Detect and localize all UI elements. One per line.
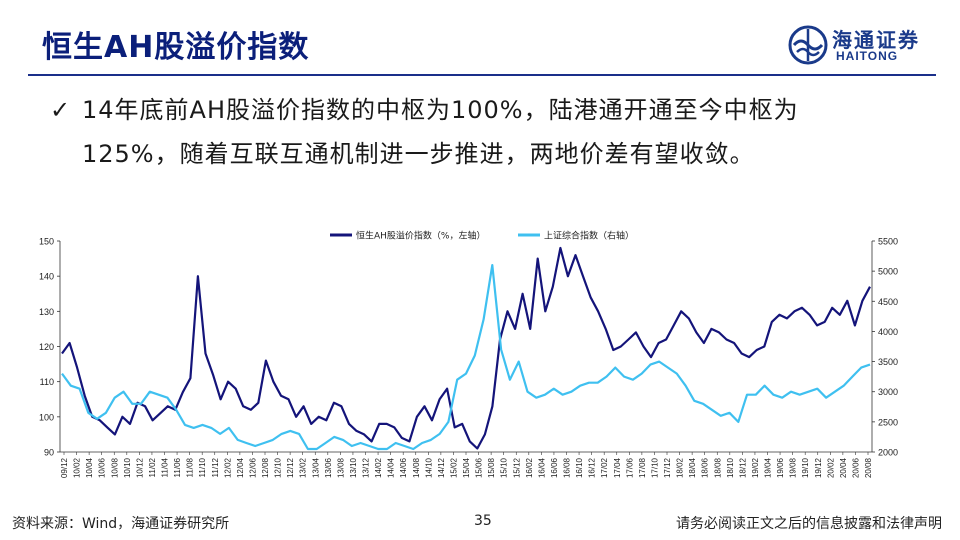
x-tick-label: 13/10 xyxy=(349,457,358,478)
checkmark-icon: ✓ xyxy=(50,96,71,124)
x-tick-label: 12/04 xyxy=(236,457,245,478)
x-tick-label: 18/08 xyxy=(713,457,722,478)
footer-source: 资料来源：Wind，海通证券研究所 xyxy=(12,516,230,532)
x-tick-label: 16/04 xyxy=(537,457,546,478)
page-title: 恒生AH股溢价指数 xyxy=(42,30,310,65)
x-tick-label: 16/06 xyxy=(550,457,559,478)
x-tick-label: 12/12 xyxy=(286,457,295,478)
x-tick-label: 13/02 xyxy=(299,457,308,478)
x-tick-label: 14/10 xyxy=(424,457,433,478)
x-tick-label: 18/10 xyxy=(726,457,735,478)
y-left-tick-label: 100 xyxy=(39,412,54,422)
y-left-tick-label: 130 xyxy=(39,307,54,317)
x-tick-label: 11/12 xyxy=(211,457,220,477)
x-tick-label: 18/02 xyxy=(676,457,685,478)
x-tick-label: 12/02 xyxy=(223,457,232,478)
x-tick-label: 16/08 xyxy=(563,457,572,478)
x-tick-label: 13/12 xyxy=(362,457,371,478)
y-right-tick-label: 2500 xyxy=(878,417,898,427)
x-tick-label: 20/04 xyxy=(839,457,848,478)
legend-label-ah: 恒生AH股溢价指数（%，左轴） xyxy=(356,230,485,242)
chart-svg: 90 100 110 120 130 140 150 2000 2500 3000 3500 4000… xyxy=(39,230,898,479)
x-tick-label: 17/12 xyxy=(663,457,672,478)
header-divider xyxy=(28,74,936,76)
x-tick-label: 17/10 xyxy=(650,457,659,478)
x-tick-label: 19/06 xyxy=(776,457,785,478)
x-tick-label: 12/06 xyxy=(248,457,257,478)
logo-text-cn: 海通证券 xyxy=(832,28,920,52)
x-tick-label: 11/08 xyxy=(186,457,195,477)
y-right-tick-label: 3500 xyxy=(878,357,898,367)
y-left-tick-label: 110 xyxy=(40,377,54,387)
legend-label-sh: 上证综合指数（右轴） xyxy=(544,230,634,242)
y-right-tick-label: 3000 xyxy=(878,387,898,397)
x-tick-label: 09/12 xyxy=(60,457,69,478)
y-right-tick-label: 2000 xyxy=(878,448,898,458)
x-tick-label: 10/12 xyxy=(135,457,144,478)
x-tick-label: 10/02 xyxy=(73,457,82,478)
ah-premium-line xyxy=(61,246,871,450)
x-tick-label: 11/02 xyxy=(148,457,157,477)
x-tick-label: 19/04 xyxy=(764,457,773,478)
x-tick-label: 13/08 xyxy=(336,457,345,478)
x-tick-label: 15/04 xyxy=(462,457,471,478)
x-tick-label: 20/02 xyxy=(826,457,835,478)
x-tick-label: 19/10 xyxy=(801,457,810,478)
x-tick-label: 16/02 xyxy=(525,457,534,478)
x-tick-label: 14/12 xyxy=(437,457,446,478)
x-tick-label: 15/10 xyxy=(500,457,509,478)
x-tick-label: 17/06 xyxy=(625,457,634,478)
footer-disclaimer: 请务必阅读正文之后的信息披露和法律声明 xyxy=(676,516,942,532)
y-left-tick-label: 90 xyxy=(44,448,54,458)
y-left-tick-label: 120 xyxy=(39,342,54,352)
x-tick-label: 14/04 xyxy=(387,457,396,478)
x-tick-label: 14/06 xyxy=(399,457,408,478)
bullet-line-1: 14年底前AH股溢价指数的中枢为100%，陆港通开通至今中枢为 xyxy=(82,96,799,124)
x-tick-label: 15/06 xyxy=(475,457,484,478)
y-right-tick-label: 4500 xyxy=(878,297,898,307)
x-tick-label: 11/04 xyxy=(161,457,170,477)
x-tick-label: 19/08 xyxy=(789,457,798,478)
x-tick-label: 18/04 xyxy=(688,457,697,478)
x-tick-label: 18/06 xyxy=(701,457,710,478)
shanghai-composite-line xyxy=(61,264,871,451)
haitong-emblem-icon xyxy=(788,25,828,65)
page-number: 35 xyxy=(474,513,492,529)
x-tick-label: 14/02 xyxy=(374,457,383,478)
x-tick-label: 10/04 xyxy=(85,457,94,478)
x-tick-label: 10/06 xyxy=(98,457,107,478)
x-tick-label: 19/02 xyxy=(751,457,760,478)
x-tick-label: 14/08 xyxy=(412,457,421,478)
x-tick-label: 17/04 xyxy=(613,457,622,478)
y-right-tick-label: 5500 xyxy=(878,237,898,247)
y-left-tick-label: 150 xyxy=(39,237,54,247)
x-tick-label: 11/06 xyxy=(173,457,182,477)
x-tick-label: 18/12 xyxy=(738,457,747,478)
haitong-logo: 海通证券 HAITONG xyxy=(788,22,938,68)
x-tick-label: 16/10 xyxy=(575,457,584,478)
y-left-tick-label: 140 xyxy=(39,272,54,282)
x-tick-label: 12/08 xyxy=(261,457,270,478)
x-tick-label: 11/10 xyxy=(198,457,207,477)
x-tick-label: 20/06 xyxy=(851,457,860,478)
bullet-line-2: 125%，随着互联互通机制进一步推进，两地价差有望收敛。 xyxy=(82,140,755,168)
y-right-tick-label: 5000 xyxy=(878,267,898,277)
x-tick-label: 15/08 xyxy=(487,457,496,478)
x-tick-label: 20/08 xyxy=(864,457,873,478)
x-tick-label: 10/08 xyxy=(110,457,119,478)
ah-premium-chart: 90 100 110 120 130 140 150 2000 2500 3000 3500 4000… xyxy=(30,224,920,494)
x-tick-label: 17/08 xyxy=(638,457,647,478)
x-tick-label: 19/12 xyxy=(814,457,823,478)
y-right-tick-label: 4000 xyxy=(878,327,898,337)
logo-text-en: HAITONG xyxy=(836,49,899,63)
x-tick-label: 17/02 xyxy=(600,457,609,478)
x-tick-label: 15/02 xyxy=(449,457,458,478)
x-tick-label: 13/04 xyxy=(311,457,320,478)
x-tick-label: 16/12 xyxy=(588,457,597,478)
x-tick-label: 10/10 xyxy=(123,457,132,478)
x-tick-label: 15/12 xyxy=(512,457,521,478)
x-tick-label: 13/06 xyxy=(324,457,333,478)
x-tick-label: 12/10 xyxy=(274,457,283,478)
